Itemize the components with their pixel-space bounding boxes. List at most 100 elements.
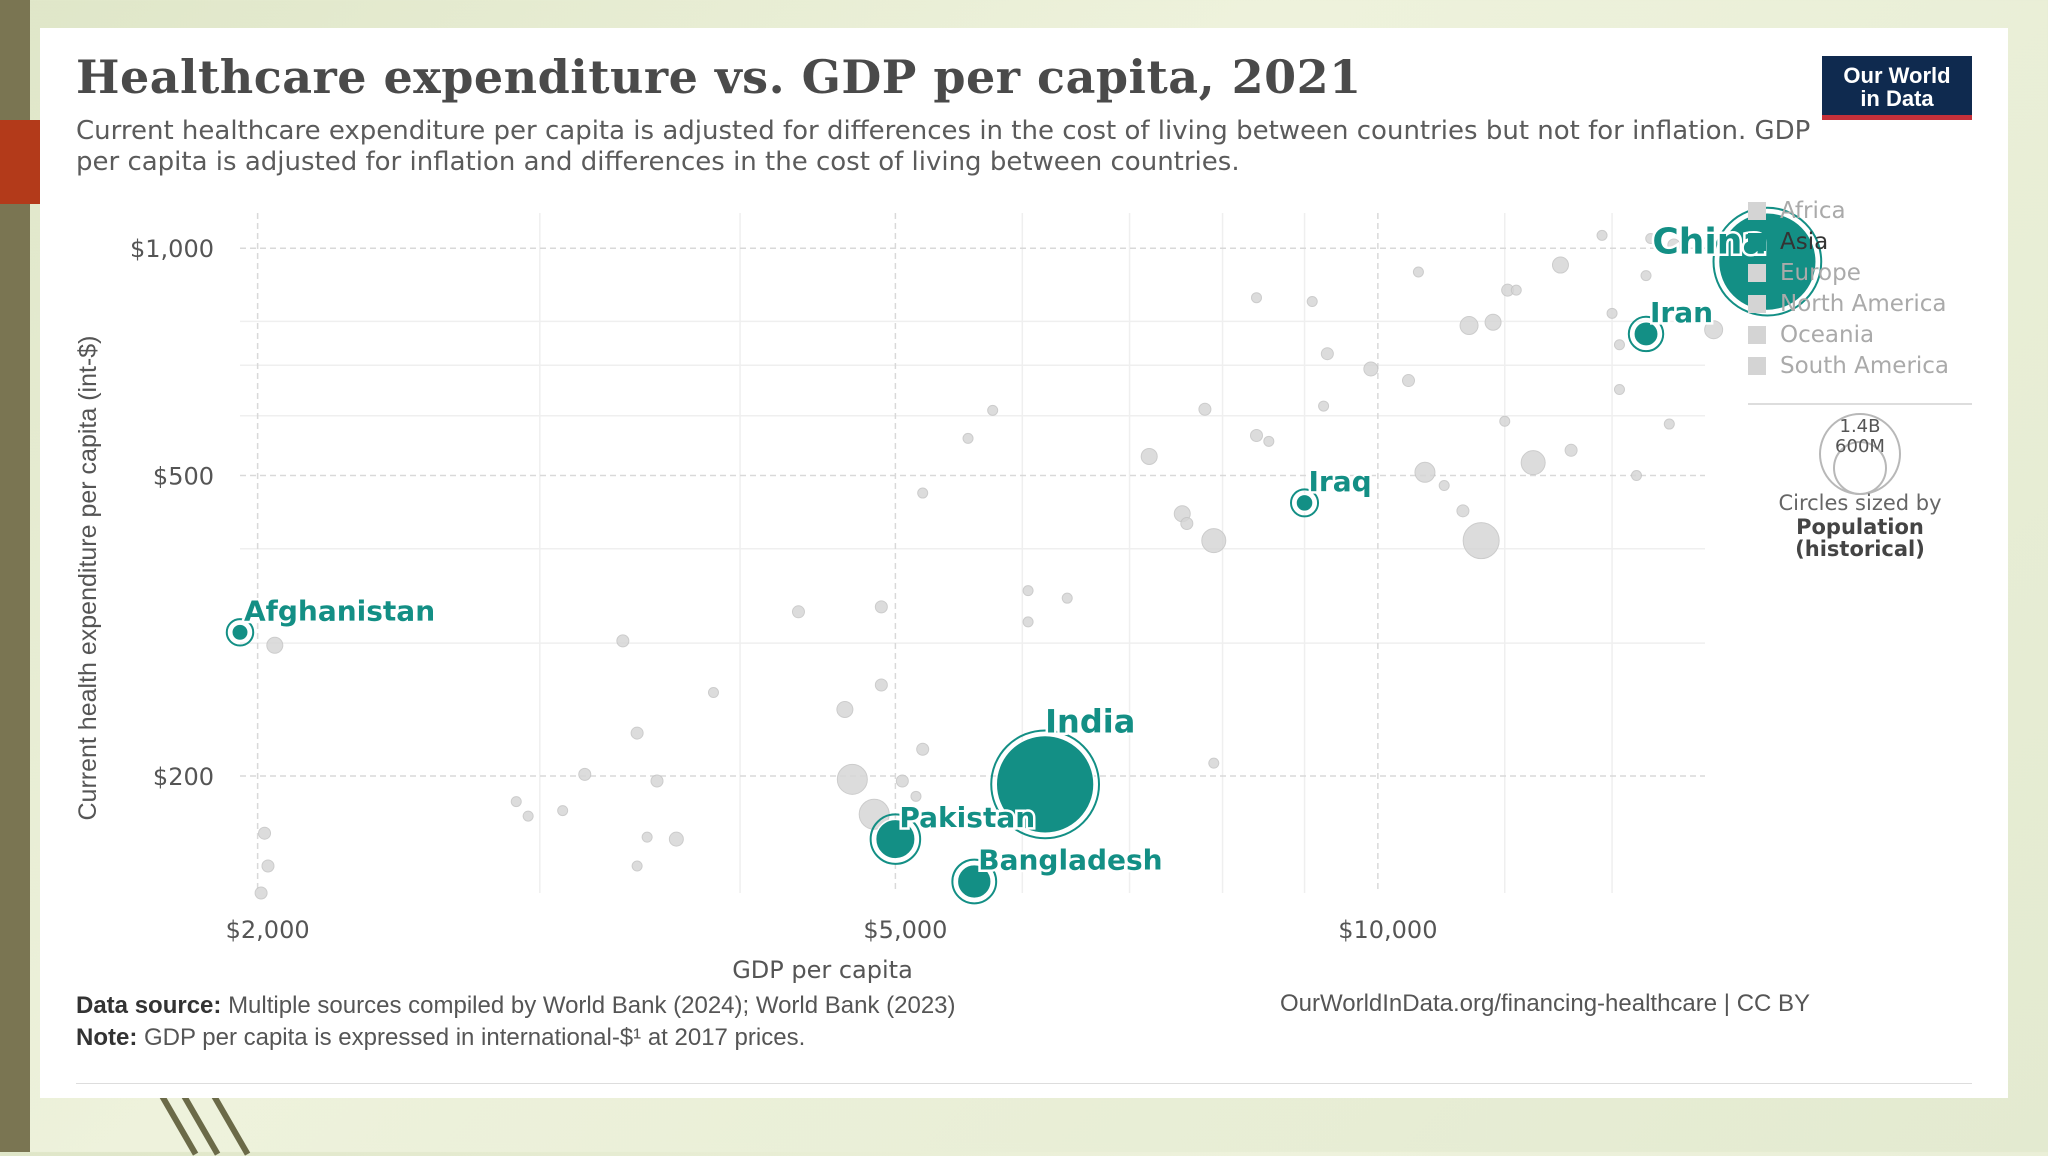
other-country-point (1640, 270, 1652, 282)
point-bangladesh (956, 863, 992, 900)
chart-subtitle: Current healthcare expenditure per capit… (76, 116, 1811, 177)
y-axis-label: Current health expenditure per capita (i… (74, 336, 102, 821)
other-country-point (1606, 307, 1618, 319)
x-axis: $2,000 $5,000 $10,000 GDP per capita (226, 916, 1438, 984)
other-country-point (1306, 296, 1318, 308)
other-country-point (987, 404, 999, 416)
other-country-point (254, 886, 268, 900)
logo-line-2: in Data (1860, 86, 1934, 111)
legend-item-africa: Africa (1780, 198, 1846, 224)
other-country-point (258, 826, 272, 840)
note-text: GDP per capita is expressed in internati… (144, 1024, 806, 1051)
legend-swatch-north-america (1748, 295, 1766, 313)
scatter-plot: $200 $500 $1,000 Current health expenditure… (74, 198, 1972, 984)
other-country-point (1414, 461, 1436, 483)
other-country-point (1198, 402, 1212, 416)
x-tick-label: $5,000 (863, 916, 947, 944)
other-country-point (1663, 418, 1675, 430)
legend-swatch-oceania (1748, 326, 1766, 344)
other-country-point (1318, 400, 1330, 412)
legend-item-north-america: North America (1780, 291, 1947, 317)
other-country-point (1596, 229, 1608, 241)
other-country-point (1140, 447, 1158, 465)
other-country-point (650, 774, 664, 788)
other-country-point (1667, 238, 1681, 252)
legend-swatch-africa (1748, 202, 1766, 220)
other-country-point (1022, 585, 1034, 597)
point-iraq (1295, 493, 1314, 513)
source-label: Data source: (76, 992, 222, 1019)
x-tick-label: $10,000 (1338, 916, 1437, 944)
other-country-point (1363, 361, 1379, 377)
size-legend-title: Population (1796, 515, 1924, 539)
other-country-point (1499, 415, 1511, 427)
size-legend-small-circle (1833, 441, 1887, 495)
other-country-point (557, 805, 569, 817)
y-tick-label: $500 (153, 463, 214, 491)
other-country-point (1520, 450, 1546, 476)
label-china: China (1652, 222, 1766, 263)
owid-logo[interactable]: Our World in Data (1822, 56, 1972, 120)
other-country-point (630, 726, 644, 740)
note-line: Note: GDP per capita is expressed in int… (76, 1022, 956, 1054)
legend-swatch-south-america (1748, 357, 1766, 375)
x-axis-label: GDP per capita (732, 956, 913, 984)
other-country-point (522, 810, 534, 822)
other-country-point (1401, 374, 1415, 388)
other-country-point (1438, 480, 1450, 492)
size-legend-caption: Circles sized by (1778, 491, 1941, 515)
point-pakistan-ring (869, 813, 922, 865)
other-country-point (641, 831, 653, 843)
chart-title: Healthcare expenditure vs. GDP per capit… (76, 50, 1362, 104)
other-country-point (1201, 528, 1227, 554)
other-country-point (578, 767, 592, 781)
other-country-point (1022, 616, 1034, 628)
other-country-point (1630, 470, 1642, 482)
other-country-point (1412, 266, 1424, 278)
other-country-point (910, 790, 922, 802)
size-legend-value-large: 1.4B (1840, 416, 1881, 437)
other-country-point (874, 678, 888, 692)
other-country-point (1462, 522, 1500, 560)
point-iraq-ring (1289, 488, 1320, 518)
point-iran (1633, 321, 1659, 347)
chart-footer: Data source: Multiple sources compiled b… (76, 990, 956, 1054)
other-country-point (1263, 435, 1275, 447)
other-country-point (836, 763, 868, 795)
point-iran-ring (1627, 315, 1665, 353)
other-country-point (1484, 313, 1502, 331)
x-tick-label: $2,000 (226, 916, 310, 944)
size-legend-subtitle: (historical) (1795, 537, 1925, 561)
point-india-ring (990, 729, 1101, 840)
y-axis: $200 $500 $1,000 Current health expenditure… (74, 235, 214, 820)
other-country-point (1456, 504, 1470, 518)
other-country-point (261, 859, 275, 873)
point-china-ring (1712, 206, 1823, 317)
point-afghanistan (231, 623, 249, 642)
source-url-link[interactable]: OurWorldInData.org/financing-healthcare … (1280, 990, 1811, 1017)
y-tick-label: $200 (153, 763, 214, 791)
point-china (1717, 212, 1817, 312)
legend: Africa Asia Europe North America Oceania Sout… (1748, 198, 1972, 561)
legend-item-europe: Europe (1780, 260, 1861, 286)
other-country-point (917, 487, 929, 499)
point-bangladesh-ring (951, 858, 998, 905)
other-country-point (1704, 320, 1724, 340)
other-country-point (1613, 339, 1625, 351)
other-country-point (707, 687, 719, 699)
other-country-point (916, 742, 930, 756)
slide-decor-line (158, 1092, 199, 1156)
other-country-point (895, 774, 909, 788)
other-country-point (791, 605, 805, 619)
chart-card: Healthcare expenditure vs. GDP per capit… (40, 28, 2008, 1098)
other-country-point (616, 634, 630, 648)
note-label: Note: (76, 1024, 138, 1051)
other-country-point (510, 796, 522, 808)
other-country-point (1180, 516, 1194, 530)
legend-item-south-america: South America (1780, 353, 1949, 379)
other-country-points (254, 229, 1724, 900)
other-country-point (874, 600, 888, 614)
label-pakistan: Pakistan (899, 801, 1035, 834)
label-india: India (1045, 702, 1135, 740)
data-source-line: Data source: Multiple sources compiled b… (76, 990, 956, 1022)
